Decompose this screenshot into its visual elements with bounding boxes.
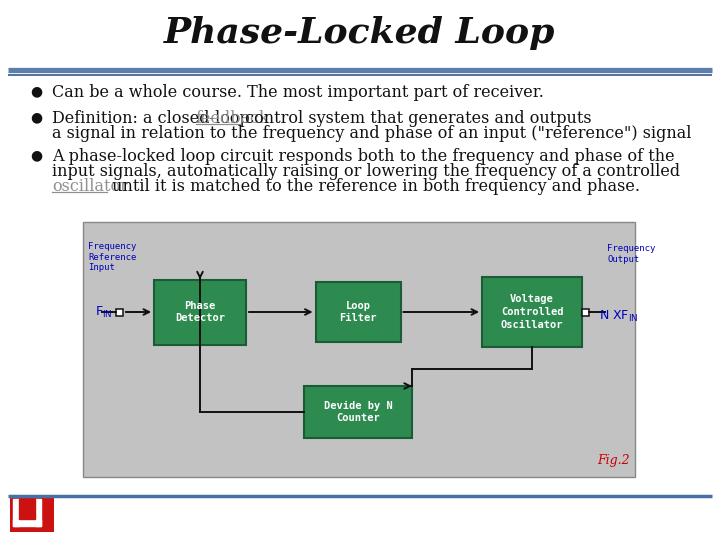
Bar — [154, 280, 246, 345]
Text: Voltage
Controlled
Oscillator: Voltage Controlled Oscillator — [500, 294, 563, 330]
Text: ●: ● — [30, 148, 42, 162]
Text: oscillator: oscillator — [52, 178, 128, 195]
Text: Phase
Detector: Phase Detector — [175, 301, 225, 323]
Bar — [582, 308, 589, 315]
Text: Fig.2: Fig.2 — [598, 454, 630, 467]
Polygon shape — [13, 499, 19, 526]
Text: feedback: feedback — [196, 110, 269, 127]
Text: ●: ● — [30, 84, 42, 98]
Text: Loop
Filter: Loop Filter — [339, 301, 377, 323]
Text: F$_{\mathregular{IN}}$: F$_{\mathregular{IN}}$ — [95, 305, 112, 320]
Text: A phase-locked loop circuit responds both to the frequency and phase of the: A phase-locked loop circuit responds bot… — [52, 148, 675, 165]
Bar — [116, 308, 123, 315]
Bar — [304, 386, 412, 438]
Text: N XF$_{\mathregular{IN}}$: N XF$_{\mathregular{IN}}$ — [599, 309, 639, 324]
Bar — [83, 222, 635, 477]
Text: Can be a whole course. The most important part of receiver.: Can be a whole course. The most importan… — [52, 84, 544, 101]
Text: Definition: a closed-loop: Definition: a closed-loop — [52, 110, 255, 127]
Text: Devide by N
Counter: Devide by N Counter — [323, 401, 392, 423]
Polygon shape — [13, 519, 41, 526]
Bar — [315, 282, 400, 342]
Text: input signals, automatically raising or lowering the frequency of a controlled: input signals, automatically raising or … — [52, 163, 680, 180]
Text: a signal in relation to the frequency and phase of an input ("reference") signal: a signal in relation to the frequency an… — [52, 125, 691, 142]
Text: Frequency
Reference
Input: Frequency Reference Input — [88, 242, 136, 273]
Text: control system that generates and outputs: control system that generates and output… — [240, 110, 591, 127]
Polygon shape — [19, 499, 35, 519]
Polygon shape — [35, 499, 41, 526]
Bar — [482, 277, 582, 347]
Text: Phase-Locked Loop: Phase-Locked Loop — [164, 16, 556, 50]
Text: until it is matched to the reference in both frequency and phase.: until it is matched to the reference in … — [107, 178, 640, 195]
Text: ●: ● — [30, 110, 42, 124]
Text: Frequency
Output: Frequency Output — [607, 244, 655, 264]
Bar — [10, 497, 54, 532]
